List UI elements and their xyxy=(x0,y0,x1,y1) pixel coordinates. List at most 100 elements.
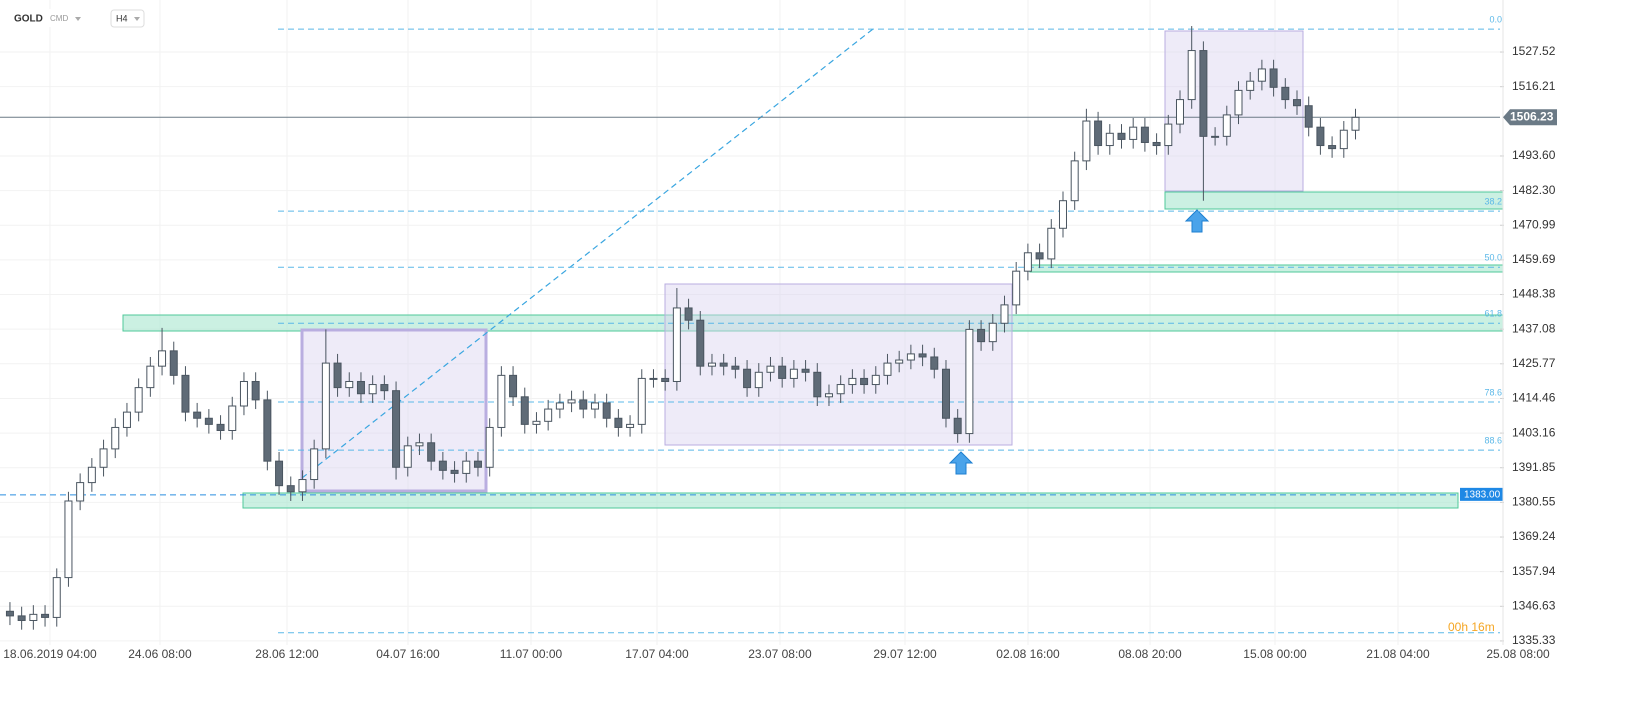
candle-body xyxy=(520,396,529,425)
candle-body xyxy=(743,368,752,389)
candle-body xyxy=(1164,123,1173,147)
candle-body xyxy=(801,368,810,373)
candle-body xyxy=(462,460,471,474)
fib-label: 38.2 xyxy=(1484,196,1502,206)
candle-body xyxy=(1199,50,1208,137)
candle-body xyxy=(450,469,459,474)
candle-body xyxy=(333,362,342,389)
candle-body xyxy=(1082,120,1091,162)
candle-body xyxy=(930,356,939,370)
candle-body xyxy=(1339,129,1348,150)
x-tick-label: 11.07 00:00 xyxy=(500,647,563,661)
market: CMD xyxy=(50,14,68,23)
candle-body xyxy=(731,365,740,370)
candle-body xyxy=(5,610,14,617)
candle-body xyxy=(392,390,401,468)
candle-body xyxy=(1129,126,1138,140)
candle-body xyxy=(497,374,506,428)
candle-body xyxy=(1035,252,1044,260)
alert-label: 1383.00 xyxy=(1464,489,1501,500)
candle-body xyxy=(1094,120,1103,147)
candle-body xyxy=(473,460,482,468)
y-tick-label: 1516.21 xyxy=(1512,79,1556,93)
y-tick-label: 1369.24 xyxy=(1512,529,1556,543)
candle-body xyxy=(1117,132,1126,140)
arrow-up xyxy=(1184,209,1210,233)
y-tick-label: 1459.69 xyxy=(1512,252,1556,266)
candle-body xyxy=(544,408,553,422)
candle-body xyxy=(813,371,822,398)
candle-body xyxy=(965,328,974,435)
candle-body xyxy=(661,377,670,382)
fib-label: 61.8 xyxy=(1484,309,1502,319)
candle-body xyxy=(99,448,108,468)
candle-body xyxy=(977,328,986,343)
dropdown-caret xyxy=(75,17,81,21)
y-tick-label: 1335.33 xyxy=(1512,633,1556,647)
candles xyxy=(5,26,1360,630)
candle-body xyxy=(789,368,798,379)
x-tick-label: 28.06 12:00 xyxy=(255,647,319,661)
timeframe-selector[interactable] xyxy=(110,9,145,28)
candle-body xyxy=(239,380,248,407)
candle-body xyxy=(696,319,705,367)
candle-body xyxy=(590,402,599,410)
candle-body xyxy=(76,482,85,502)
candle-body xyxy=(403,445,412,468)
candle-body xyxy=(1269,68,1278,88)
countdown: 00h 16m xyxy=(1448,620,1495,634)
candle-body xyxy=(637,377,646,425)
candle-body xyxy=(1105,132,1114,147)
candle-body xyxy=(427,442,436,462)
candle-body xyxy=(1246,80,1255,91)
x-tick-label: 18.06.2019 04:00 xyxy=(3,647,97,661)
candle-body xyxy=(29,613,38,621)
candle-body xyxy=(1211,135,1220,138)
y-tick-label: 1346.63 xyxy=(1512,598,1556,612)
y-tick-label: 1493.60 xyxy=(1512,148,1556,162)
candle-body xyxy=(988,322,997,343)
timeframe: H4 xyxy=(116,13,128,23)
candle-body xyxy=(848,377,857,386)
symbol-selector[interactable] xyxy=(5,9,85,27)
dropdown-caret xyxy=(134,17,140,21)
candle-body xyxy=(122,411,131,428)
candle-body xyxy=(52,577,61,618)
candle-body xyxy=(1000,304,1009,324)
candle-body xyxy=(953,417,962,435)
candle-body xyxy=(380,384,389,392)
candle-body xyxy=(1012,270,1021,306)
candle-body xyxy=(883,362,892,376)
candle-body xyxy=(918,353,927,358)
candle-body xyxy=(1304,105,1313,128)
candle-body xyxy=(438,460,447,471)
candle-body xyxy=(509,374,518,398)
candle-body xyxy=(719,362,728,367)
levels: 0.0 38.2 50.0 61.8 78.6 88.6 1383.00 xyxy=(0,14,1503,634)
fib-label: 0.0 xyxy=(1489,14,1502,24)
candle-body xyxy=(158,350,167,367)
y-tick-label: 1448.38 xyxy=(1512,287,1556,301)
candle-body xyxy=(532,420,541,425)
x-tick-label: 29.07 12:00 xyxy=(873,647,937,661)
y-tick-label: 1470.99 xyxy=(1512,217,1556,231)
candle-body xyxy=(1316,126,1325,147)
fib-label: 88.6 xyxy=(1484,435,1502,445)
candle-body xyxy=(310,448,319,481)
candle-body xyxy=(1351,116,1360,131)
arrow-up xyxy=(948,451,974,475)
candle-body xyxy=(1292,99,1301,107)
range-box xyxy=(1164,30,1304,192)
y-tick-label: 1380.55 xyxy=(1512,495,1556,509)
y-tick-label: 1527.52 xyxy=(1512,44,1556,58)
candle-body xyxy=(275,460,284,487)
candle-body xyxy=(672,307,681,382)
candle-body xyxy=(836,384,845,395)
x-tick-label: 17.07 04:00 xyxy=(625,647,689,661)
candle-body xyxy=(286,485,295,493)
y-tick-label: 1357.94 xyxy=(1512,564,1556,578)
candle-body xyxy=(193,411,202,419)
candle-body xyxy=(1234,89,1243,116)
y-tick-label: 1403.16 xyxy=(1512,425,1556,439)
